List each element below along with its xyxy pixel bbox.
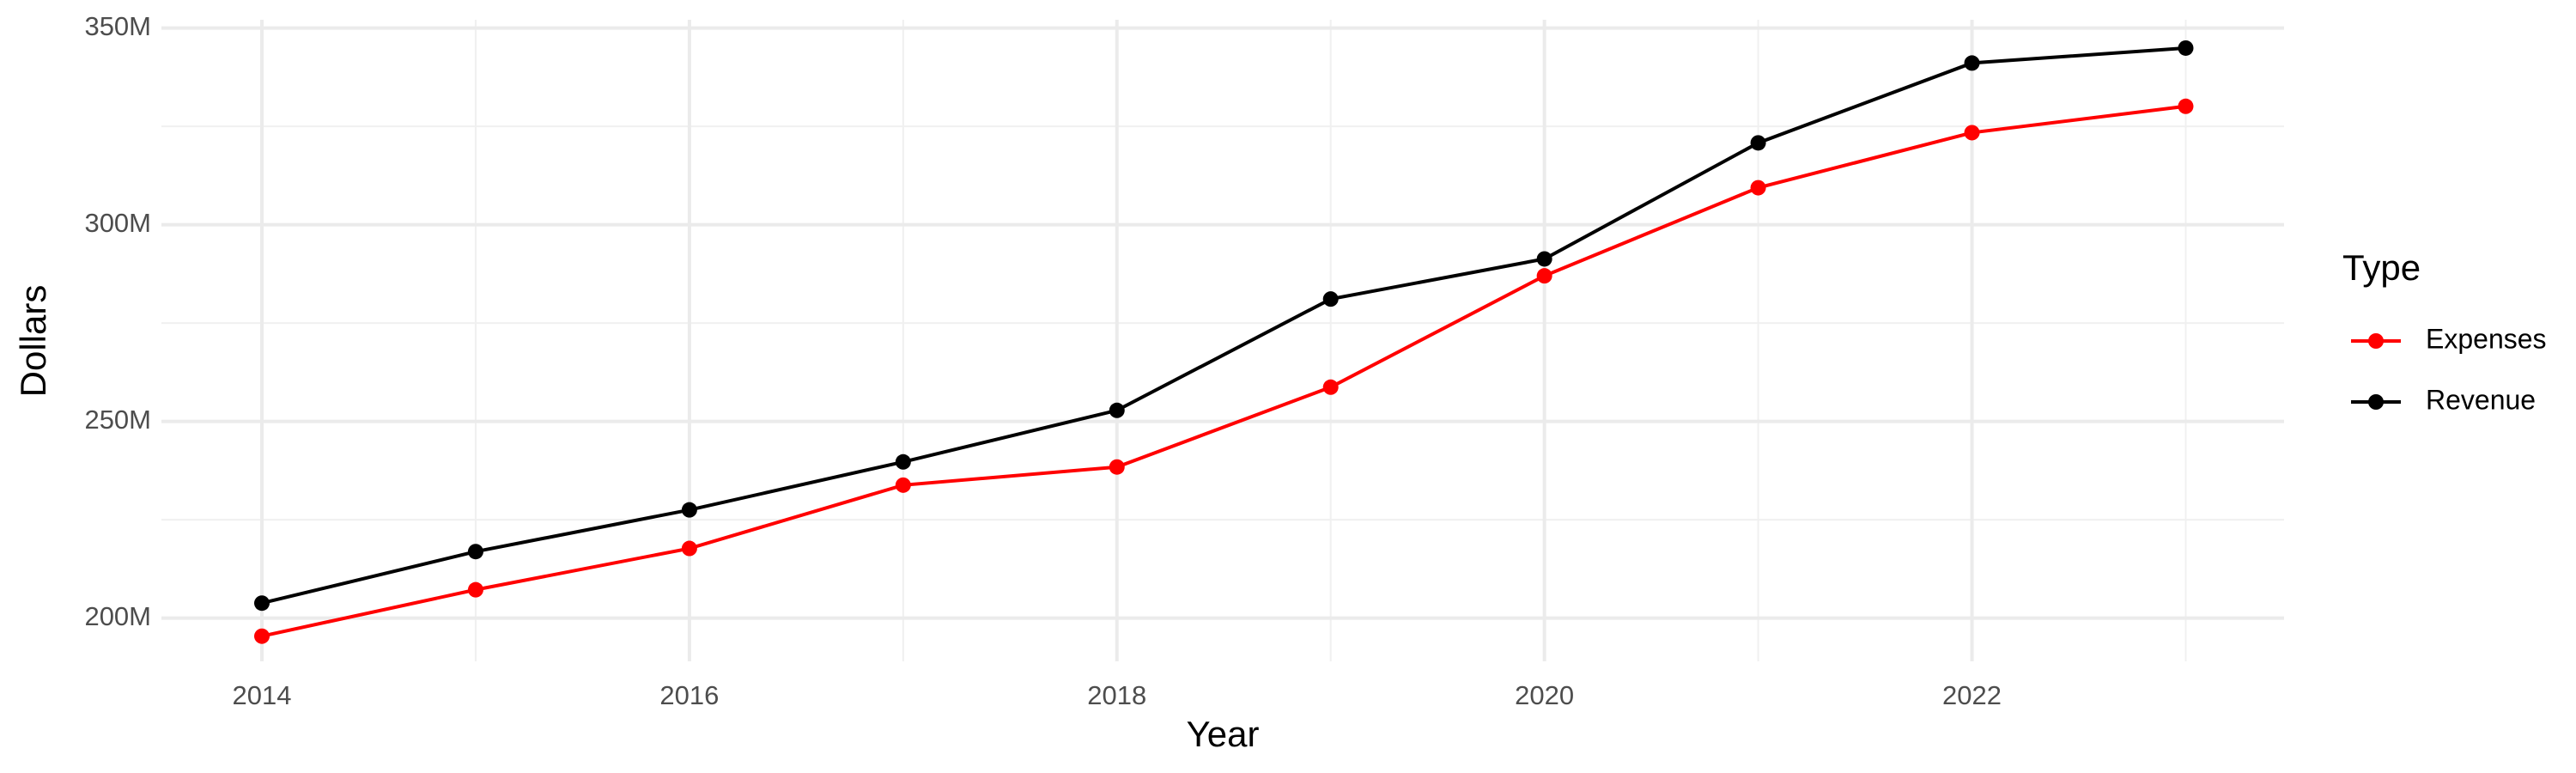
legend-label: Revenue [2426, 384, 2536, 415]
legend-title: Type [2342, 247, 2421, 288]
point [1750, 135, 1766, 151]
point [1964, 55, 1980, 71]
point [1109, 402, 1125, 418]
x-tick-label: 2020 [1515, 680, 1574, 710]
point [1109, 459, 1125, 475]
legend-point [2368, 394, 2384, 410]
x-tick-label: 2014 [233, 680, 292, 710]
point [895, 477, 911, 493]
point [1964, 125, 1980, 141]
line [261, 104, 2186, 638]
y-tick-label: 200M [84, 601, 151, 631]
line [261, 46, 2186, 606]
x-tick-label: 2018 [1087, 680, 1146, 710]
x-tick-label: 2022 [1942, 680, 2002, 710]
point [467, 544, 483, 560]
point [1536, 268, 1552, 284]
point [1322, 379, 1339, 395]
y-tick-label: 350M [84, 11, 151, 41]
point [681, 502, 697, 518]
point [895, 453, 911, 470]
y-tick-label: 300M [84, 208, 151, 238]
point [1536, 251, 1552, 267]
x-axis-title: Year [1187, 714, 1260, 754]
legend-point [2368, 333, 2384, 349]
point [254, 595, 270, 612]
y-axis-title: Dollars [13, 285, 53, 398]
y-tick-label: 250M [84, 405, 151, 435]
point [2178, 98, 2194, 114]
point [2178, 40, 2194, 56]
x-tick-label: 2016 [659, 680, 719, 710]
point [1322, 291, 1339, 307]
legend-label: Expenses [2426, 323, 2547, 354]
point [254, 628, 270, 644]
point [467, 581, 483, 598]
point [681, 540, 697, 557]
point [1750, 180, 1766, 196]
